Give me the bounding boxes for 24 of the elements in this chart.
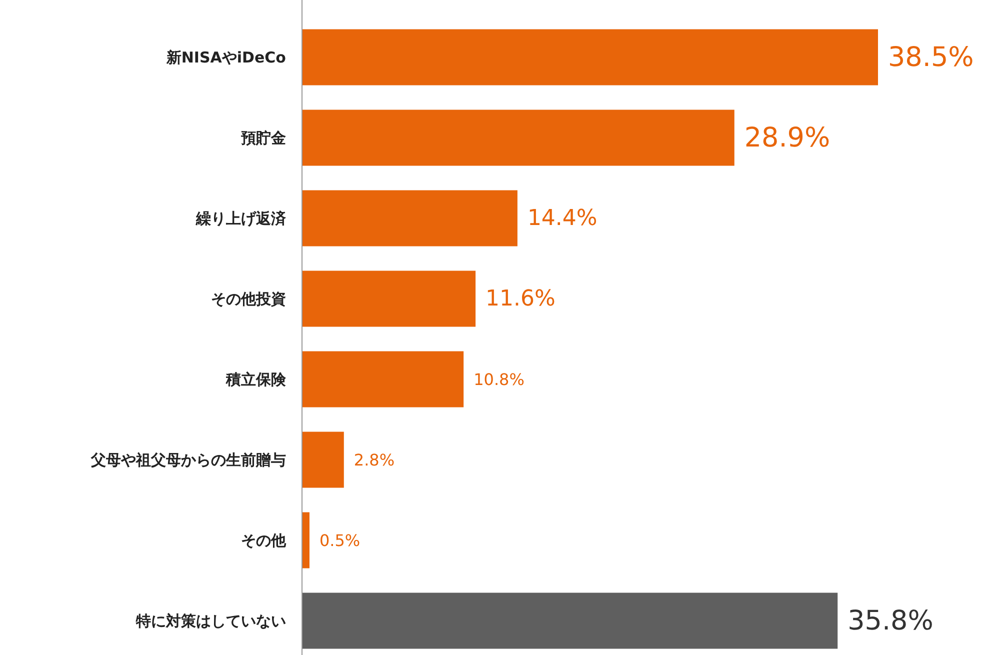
data-label: 28.9% (744, 122, 830, 154)
data-label: 38.5% (888, 42, 974, 73)
y-tick-label: 父母や祖父母からの生前贈与 (90, 450, 286, 469)
bar (302, 512, 310, 568)
data-label: 11.6% (486, 286, 556, 312)
data-label: 10.8% (474, 370, 524, 389)
data-label: 2.8% (354, 450, 395, 470)
bar (302, 190, 518, 246)
bar (302, 29, 878, 86)
y-tick-label: その他投資 (211, 290, 286, 308)
data-label: 0.5% (319, 530, 360, 550)
y-tick-label: 繰り上げ返済 (195, 209, 287, 228)
bar (302, 592, 838, 649)
y-tick-label: 積立保険 (225, 370, 287, 388)
y-tick-label: 預貯金 (240, 128, 286, 147)
y-tick-label: 新NISAやiDeCo (165, 48, 286, 66)
data-label: 35.8% (848, 605, 934, 636)
bar (302, 432, 344, 488)
y-tick-label: 特に対策はしていない (135, 612, 286, 630)
data-label: 14.4% (527, 206, 598, 231)
bar (302, 351, 464, 408)
bar (302, 110, 734, 166)
y-tick-label: その他 (241, 531, 287, 550)
bar (302, 270, 476, 327)
